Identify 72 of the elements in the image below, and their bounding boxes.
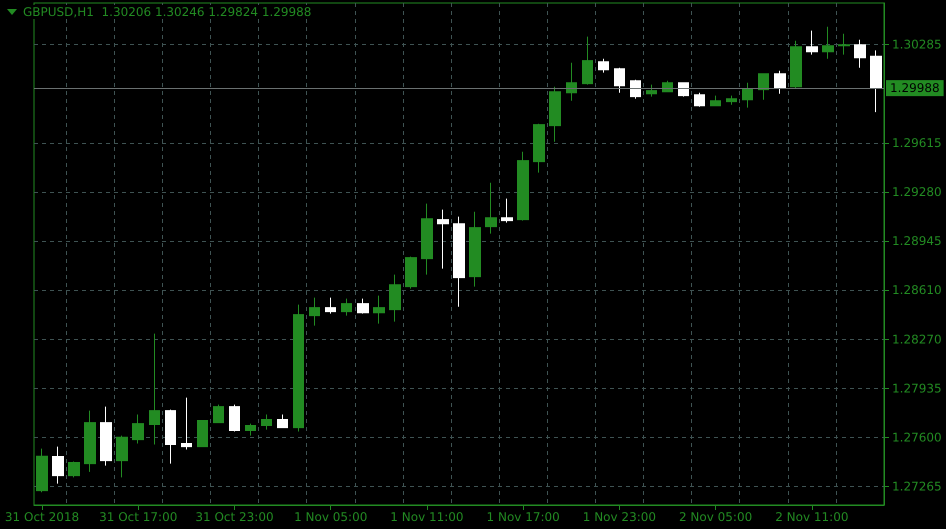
candlestick: [485, 182, 497, 234]
y-tick-label: 1.27265: [892, 480, 942, 494]
candlestick: [549, 86, 561, 142]
candlestick: [357, 298, 369, 314]
candlestick: [469, 211, 481, 288]
candlestick: [181, 397, 192, 450]
candlestick: [517, 151, 529, 222]
candlestick: [132, 414, 144, 444]
y-tick-label: 1.27600: [892, 430, 942, 445]
candlestick: [149, 333, 160, 446]
x-tick-label: 1 Nov 17:00: [486, 510, 560, 524]
candlestick: [277, 414, 288, 428]
x-tick-label: 2 Nov 05:00: [678, 510, 752, 524]
candlestick: [341, 298, 352, 316]
candlestick: [229, 404, 240, 432]
candlestick: [309, 297, 320, 326]
candlestick: [758, 73, 769, 100]
candlestick: [116, 435, 128, 478]
candlestick: [405, 256, 417, 290]
candlestick: [598, 58, 609, 74]
candlestick: [213, 404, 224, 424]
x-tick-label: 1 Nov 23:00: [582, 510, 656, 524]
y-tick-label: 1.27935: [892, 382, 942, 396]
y-tick-label: 1.28610: [892, 282, 942, 297]
candlestick: [36, 448, 48, 493]
y-tick-label: 1.28945: [892, 234, 942, 248]
candlestick: [646, 84, 657, 98]
x-tick-label: 1 Nov 05:00: [294, 510, 368, 524]
ref-line-label: 1.29988: [890, 81, 940, 96]
candlestick: [822, 26, 834, 60]
candlestick: [678, 82, 689, 98]
candlestick: [421, 203, 433, 276]
candlestick: [790, 40, 802, 90]
candlestick: [261, 414, 272, 430]
candlestick: [533, 123, 545, 174]
x-tick-label: 1 Nov 11:00: [390, 510, 464, 524]
chart-title: GBPUSD,H1 1.30206 1.30246 1.29824 1.29988: [23, 5, 312, 19]
candlestick: [100, 406, 112, 466]
candlestick: [453, 216, 465, 308]
candlestick: [806, 30, 818, 56]
y-tick-label: 1.28270: [892, 332, 942, 347]
candlestick: [325, 297, 336, 314]
x-tick-label: 31 Oct 2018: [4, 510, 80, 524]
candlestick: [614, 67, 625, 94]
candlestick: [582, 36, 593, 86]
candlestick: [838, 33, 850, 56]
candlestick: [165, 409, 176, 464]
x-tick-label: 31 Oct 17:00: [99, 510, 178, 524]
x-tick-label: 2 Nov 11:00: [775, 510, 848, 524]
candlestick: [389, 274, 401, 322]
candlestick: [726, 95, 737, 106]
candlestick: [68, 461, 80, 478]
candlestick: [742, 82, 753, 108]
candlestick: [870, 50, 882, 113]
candlestick: [854, 39, 866, 68]
candlestick: [437, 209, 449, 270]
candlestick: [293, 304, 304, 432]
y-tick-label: 1.29280: [892, 184, 942, 199]
candlestick: [373, 295, 385, 324]
candlestick: [197, 420, 208, 448]
candlestick: [774, 70, 786, 94]
candlestick: [52, 446, 64, 484]
candlestick: [694, 92, 705, 108]
candlestick: [245, 423, 256, 436]
y-tick-label: 1.29615: [892, 136, 942, 150]
candlestick: [630, 79, 641, 100]
x-tick-label: 31 Oct 23:00: [195, 510, 274, 524]
y-tick-label: 1.30285: [892, 38, 942, 52]
candlestick: [84, 410, 96, 472]
candlestick: [710, 95, 721, 106]
candlestick: [501, 198, 513, 224]
candlestick: [566, 62, 577, 102]
